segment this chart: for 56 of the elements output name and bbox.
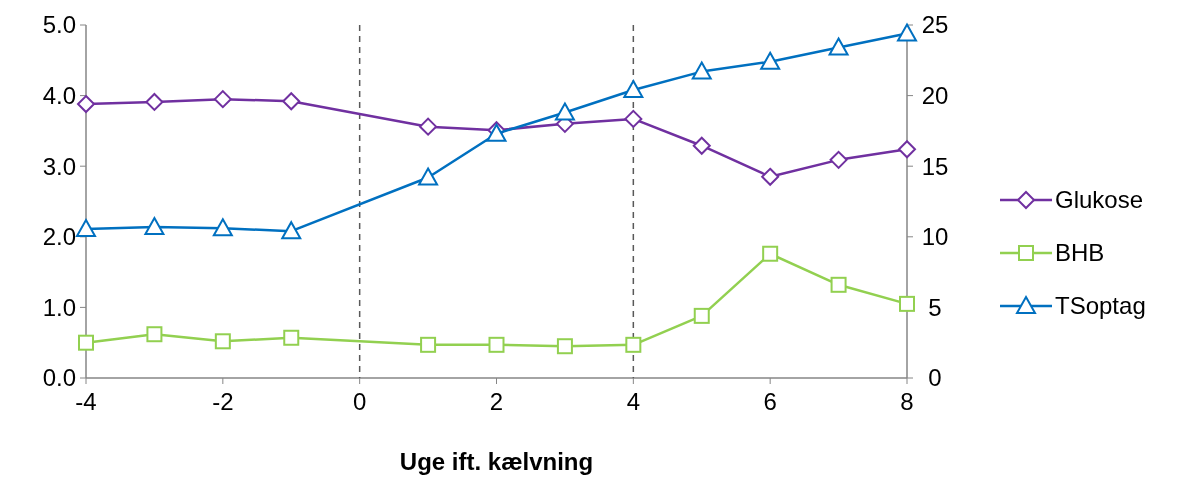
point (830, 276, 847, 293)
point (213, 90, 232, 109)
point (212, 218, 233, 237)
point (488, 336, 505, 353)
point (829, 150, 848, 169)
x-tick-label: 6 (763, 388, 777, 415)
y2-tick-label: 5 (928, 293, 942, 321)
point (625, 336, 642, 353)
point (214, 333, 231, 350)
point (146, 326, 163, 343)
y2-tick-label: 10 (921, 223, 949, 251)
point (554, 102, 575, 121)
legend-label: TSoptag (1055, 292, 1146, 320)
point (828, 37, 849, 56)
point (419, 117, 438, 136)
point (77, 95, 95, 114)
point (282, 92, 301, 111)
point (144, 216, 165, 235)
point (556, 338, 573, 355)
y-tick-label: 2.0 (42, 223, 76, 251)
y-tick-label: 4.0 (42, 82, 76, 109)
point (899, 295, 915, 312)
point (418, 167, 439, 186)
x-tick-label: -4 (75, 388, 97, 415)
point (145, 92, 164, 111)
y2-tick-label: 15 (921, 152, 949, 180)
x-axis-title: Uge ift. kælvning (399, 448, 594, 475)
y-tick-label: 3.0 (42, 152, 76, 180)
point (760, 51, 781, 70)
point (898, 140, 916, 159)
y-tick-label: 1.0 (42, 293, 76, 321)
x-tick-label: -2 (212, 388, 234, 415)
legend-label: BHB (1055, 239, 1105, 267)
x-tick-label: 0 (352, 388, 367, 415)
y-tick-label: 5.0 (42, 11, 76, 39)
point (691, 61, 712, 80)
y2-tick-label: 0 (928, 364, 942, 392)
y-tick-label: 0.0 (42, 364, 76, 392)
point (281, 221, 302, 240)
point (762, 245, 779, 262)
y2-tick-label: 25 (921, 11, 949, 39)
point (283, 329, 300, 346)
point (693, 307, 710, 324)
y2-tick-label: 20 (921, 82, 949, 109)
point (78, 334, 94, 351)
point (420, 336, 437, 353)
point (76, 219, 96, 238)
point (692, 136, 711, 155)
x-tick-label: 8 (900, 388, 914, 415)
x-tick-label: 2 (489, 388, 504, 415)
point (897, 23, 917, 42)
point (624, 109, 643, 128)
point (623, 79, 644, 98)
legend-label: Glukose (1055, 186, 1144, 214)
point (761, 167, 780, 186)
x-tick-label: 4 (626, 388, 641, 415)
